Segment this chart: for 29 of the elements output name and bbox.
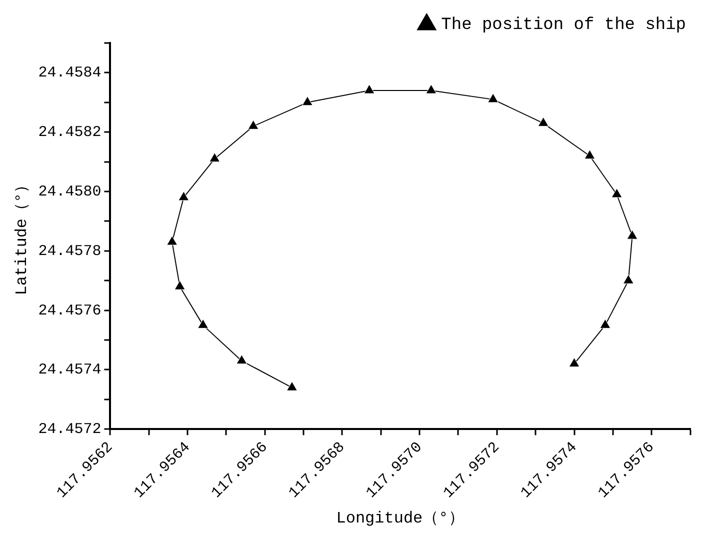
y-tick-label: 24.4578 — [38, 242, 102, 260]
point — [611, 188, 622, 198]
point — [626, 230, 638, 240]
point — [302, 96, 313, 106]
point — [166, 236, 178, 246]
y-tick-label: 24.4582 — [38, 124, 102, 142]
point — [488, 93, 498, 103]
point — [568, 358, 580, 368]
y-tick-label: 24.4576 — [38, 302, 102, 320]
point — [248, 120, 259, 130]
point — [178, 191, 190, 201]
y-tick-label: 24.4572 — [38, 421, 102, 438]
point — [209, 152, 220, 162]
point — [236, 354, 248, 364]
point — [622, 274, 634, 284]
legend-label: The position of the ship — [441, 16, 686, 35]
y-tick-label: 24.4574 — [38, 362, 102, 379]
x-axis-title: Longitude（°） — [336, 510, 464, 528]
point — [426, 84, 437, 94]
y-axis-title: Latitude（°） — [12, 176, 31, 296]
point — [174, 280, 186, 290]
point — [538, 116, 549, 126]
point — [286, 381, 298, 391]
point — [198, 318, 208, 328]
y-tick-label: 24.4580 — [38, 183, 102, 200]
point — [364, 84, 375, 94]
point — [584, 150, 596, 160]
y-tick-label: 24.4584 — [38, 64, 102, 82]
point — [600, 318, 611, 328]
